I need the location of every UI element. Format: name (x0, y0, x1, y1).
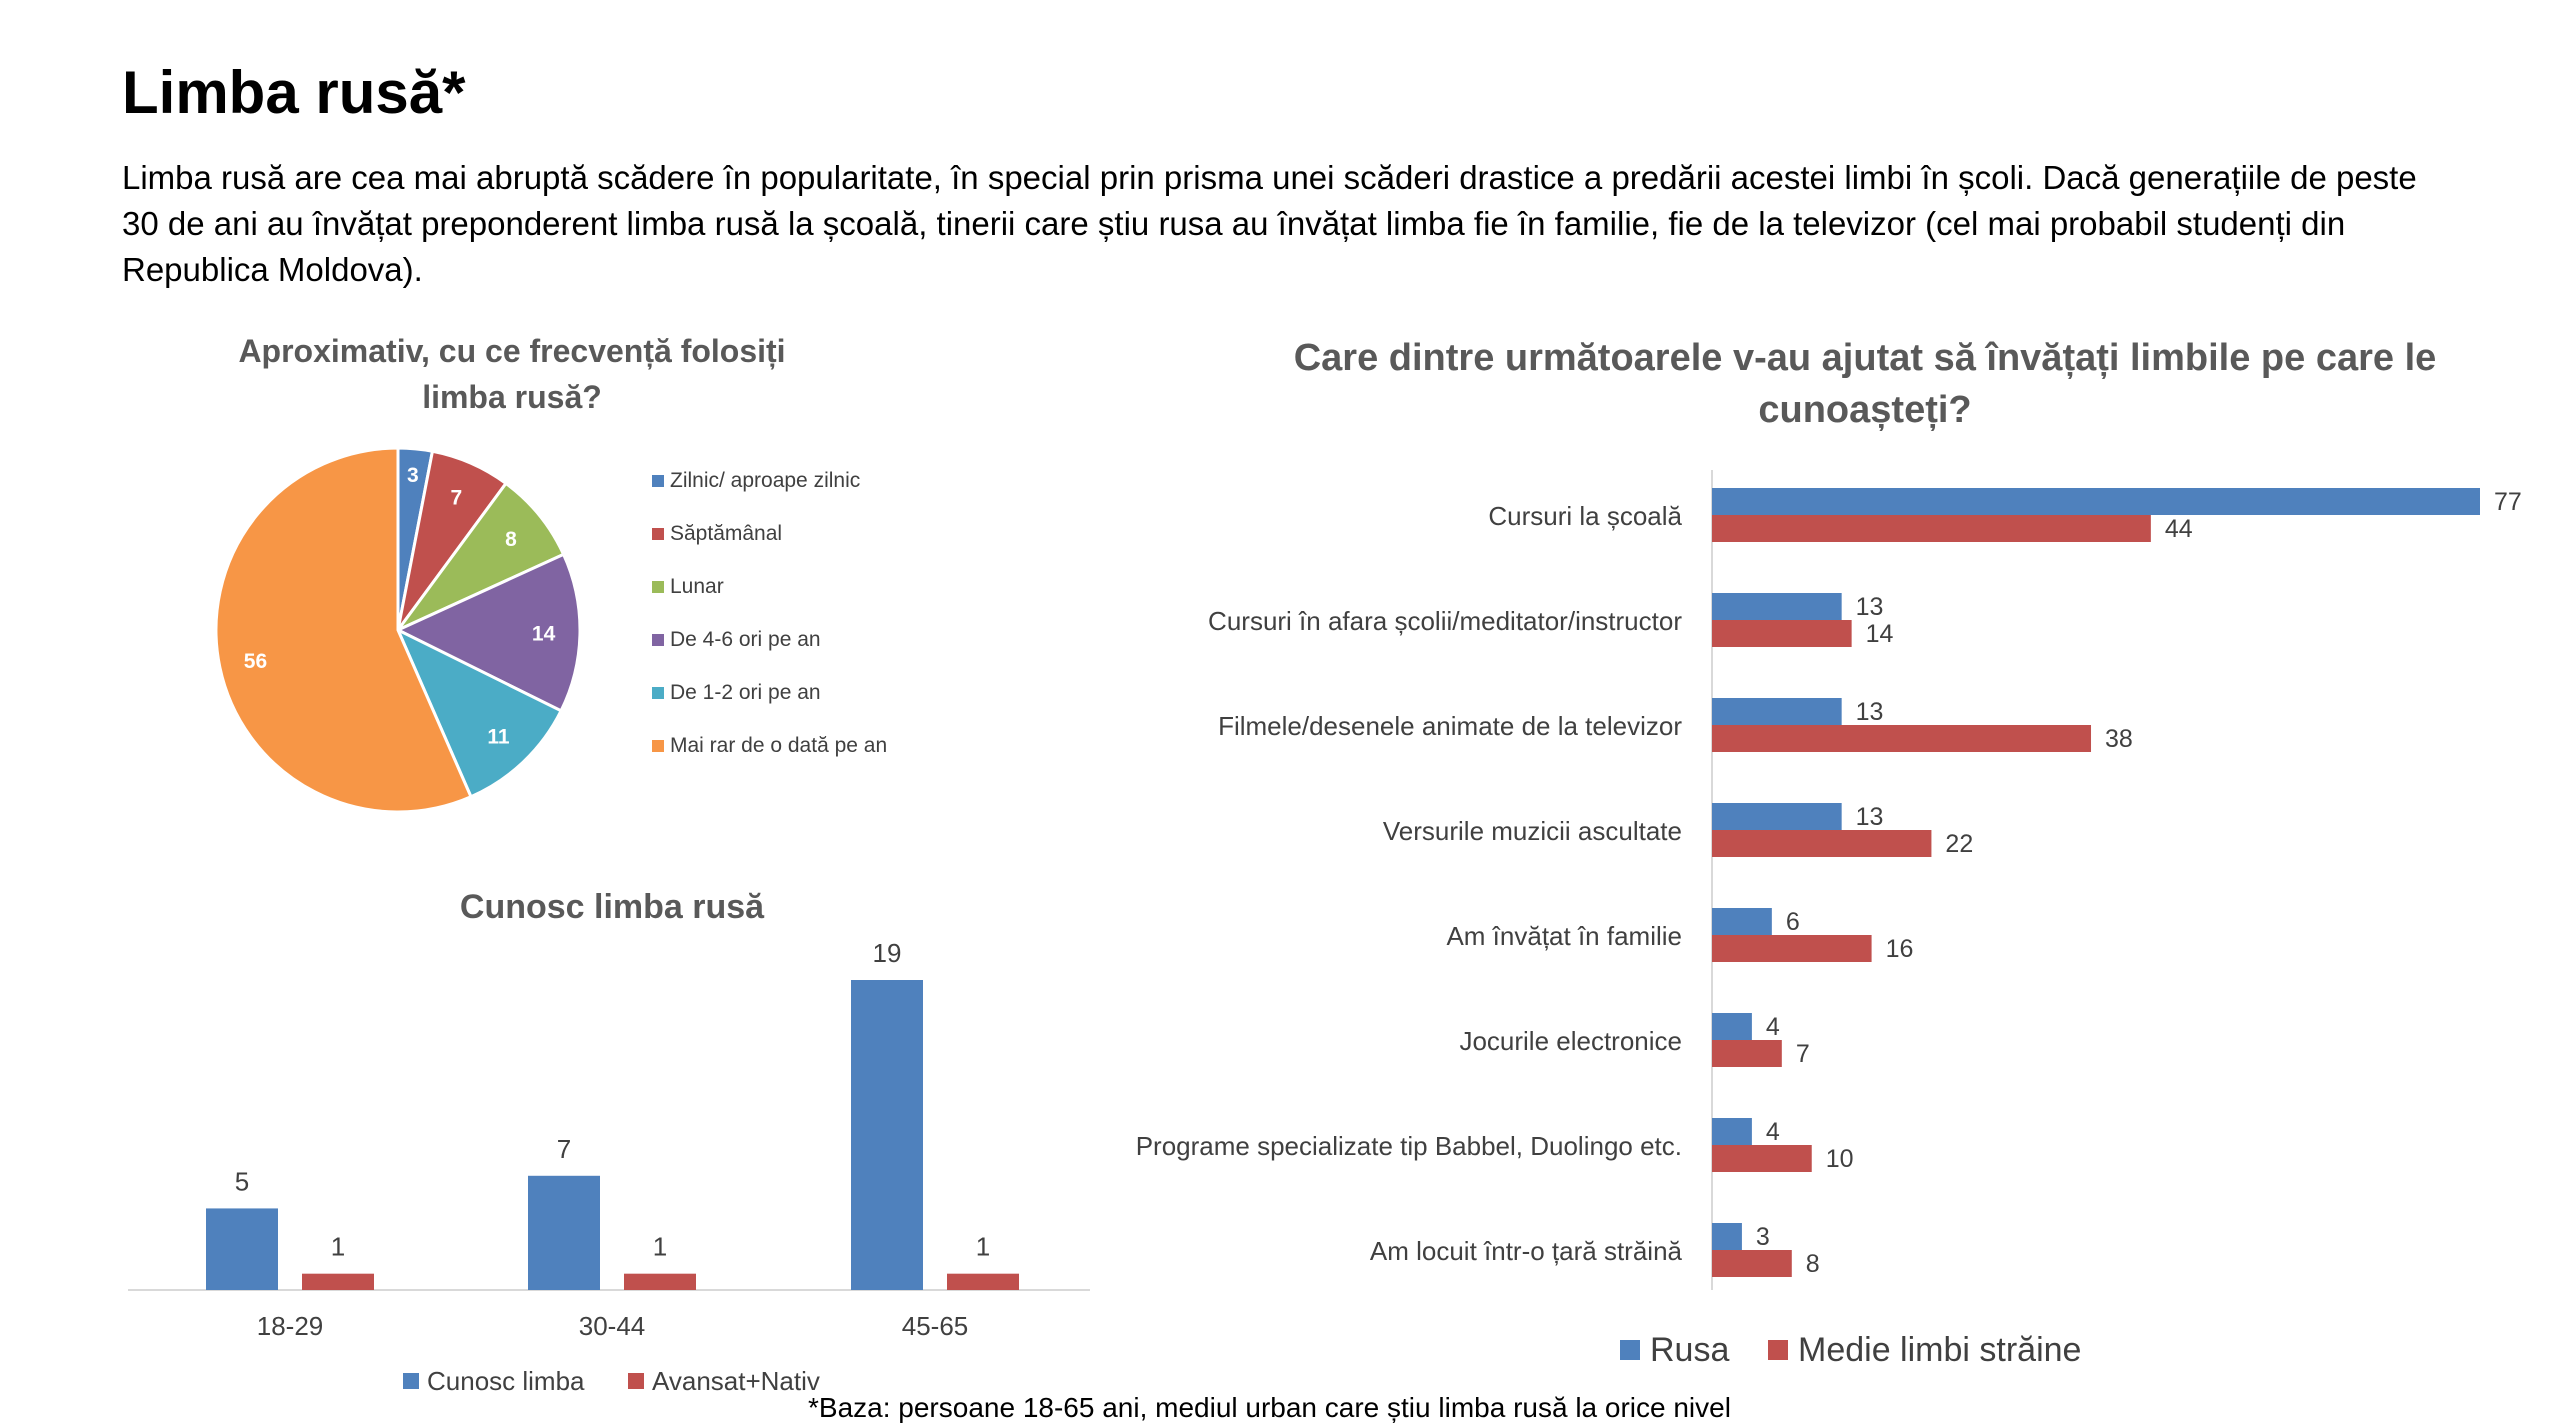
help-bar-value: 22 (1945, 830, 1973, 858)
help-bar (1712, 1250, 1792, 1277)
help-legend-label: Rusa (1650, 1331, 1729, 1369)
help-bar-value: 3 (1756, 1223, 1770, 1251)
pie-slice-label: 56 (244, 650, 267, 673)
help-bar (1712, 1145, 1812, 1172)
help-bar-value: 4 (1766, 1013, 1780, 1041)
age-bar (947, 1273, 1019, 1290)
help-bar (1712, 725, 2092, 752)
pie-legend-swatch (652, 581, 664, 593)
help-chart-title-line-1: Care dintre următoarele v-au ajutat să î… (1294, 337, 2437, 379)
age-bar (528, 1175, 600, 1290)
age-bar-value: 7 (557, 1134, 571, 1164)
help-bar-value: 7 (1796, 1040, 1810, 1068)
pie-slice (393, 481, 566, 634)
help-legend-swatch (1620, 1340, 1640, 1360)
age-category-label: 30-44 (579, 1311, 646, 1341)
help-bar (1712, 830, 1932, 857)
help-bar (1712, 908, 1772, 935)
age-category-label: 45-65 (902, 1311, 969, 1341)
help-bar-value: 77 (2494, 488, 2522, 516)
age-bar (624, 1273, 696, 1290)
age-legend-label: Cunosc limba (427, 1366, 585, 1396)
help-bar-value: 44 (2165, 515, 2193, 543)
pie-title-line-2: limba rusă? (422, 379, 602, 415)
pie-slice-label: 11 (487, 725, 510, 748)
pie-title-line-1: Aproximativ, cu ce frecvență folosiți (238, 333, 785, 369)
help-bar-value: 38 (2105, 725, 2133, 753)
help-category-label: Am învățat în familie (1446, 921, 1682, 951)
pie-legend-label: De 4-6 ori pe an (670, 628, 821, 651)
age-bar-value: 5 (235, 1166, 249, 1196)
help-category-label: Am locuit într-o țară străină (1370, 1236, 1683, 1266)
help-bar (1712, 620, 1852, 647)
help-category-label: Cursuri în afara școlii/meditator/instru… (1208, 606, 1682, 636)
help-bar (1712, 1040, 1782, 1067)
age-bar-value: 1 (976, 1232, 990, 1262)
pie-legend-label: De 1-2 ori pe an (670, 681, 821, 704)
pie-slice-label: 8 (505, 528, 517, 551)
help-category-label: Programe specializate tip Babbel, Duolin… (1136, 1131, 1682, 1161)
help-bar (1712, 803, 1842, 830)
help-legend-label: Medie limbi străine (1798, 1331, 2081, 1369)
help-category-label: Versurile muzicii ascultate (1383, 816, 1682, 846)
pie-legend-swatch (652, 634, 664, 646)
help-bar (1712, 1223, 1742, 1250)
pie-slice (214, 446, 473, 814)
pie-slice-label: 3 (407, 464, 419, 487)
intro-paragraph: Limba rusă are cea mai abruptă scădere î… (122, 159, 2417, 288)
pie-legend-swatch (652, 528, 664, 540)
age-bar-value: 19 (873, 938, 902, 968)
pie-legend-swatch (652, 475, 664, 487)
help-bar (1712, 935, 1872, 962)
pie-legend-label: Zilnic/ aproape zilnic (670, 469, 860, 492)
help-bar-value: 14 (1866, 620, 1894, 648)
help-bar (1712, 1118, 1752, 1145)
age-legend-swatch (628, 1373, 644, 1389)
pie-legend-swatch (652, 687, 664, 699)
page-title: Limba rusă* (122, 59, 466, 126)
pie-slice-label: 14 (532, 622, 556, 645)
help-bar (1712, 593, 1842, 620)
pie-slice-label: 7 (451, 487, 463, 510)
age-bar (302, 1273, 374, 1290)
pie-legend-swatch (652, 740, 664, 752)
age-bar-value: 1 (331, 1232, 345, 1262)
pie-legend-label: Mai rar de o dată pe an (670, 734, 887, 757)
pie-slice (394, 552, 582, 713)
help-chart-title-line-2: cunoașteți? (1758, 389, 1971, 431)
pie-slice (394, 626, 564, 799)
pie-legend-label: Lunar (670, 575, 724, 598)
help-bar-value: 16 (1886, 935, 1914, 963)
age-legend-label: Avansat+Nativ (652, 1366, 820, 1396)
help-bar (1712, 488, 2480, 515)
age-category-label: 18-29 (257, 1311, 324, 1341)
help-category-label: Filmele/desenele animate de la televizor (1218, 711, 1682, 741)
help-bar-value: 13 (1856, 803, 1884, 831)
help-category-label: Jocurile electronice (1459, 1026, 1682, 1056)
help-category-label: Cursuri la școală (1488, 501, 1682, 531)
help-bar (1712, 515, 2151, 542)
age-bar-value: 1 (653, 1232, 667, 1262)
footnote: *Baza: persoane 18-65 ani, mediul urban … (808, 1392, 1731, 1423)
help-bar-value: 13 (1856, 698, 1884, 726)
age-chart-title: Cunosc limba rusă (460, 888, 765, 926)
help-bar-value: 6 (1786, 908, 1800, 936)
help-bar-value: 10 (1826, 1145, 1854, 1173)
help-bar-value: 13 (1856, 593, 1884, 621)
age-legend-swatch (403, 1373, 419, 1389)
help-bar (1712, 1013, 1752, 1040)
pie-legend-label: Săptămânal (670, 522, 782, 545)
help-bar-value: 4 (1766, 1118, 1780, 1146)
help-bar-value: 8 (1806, 1250, 1820, 1278)
help-bar (1712, 698, 1842, 725)
age-bar (851, 980, 923, 1290)
age-bar (206, 1208, 278, 1290)
help-legend-swatch (1768, 1340, 1788, 1360)
